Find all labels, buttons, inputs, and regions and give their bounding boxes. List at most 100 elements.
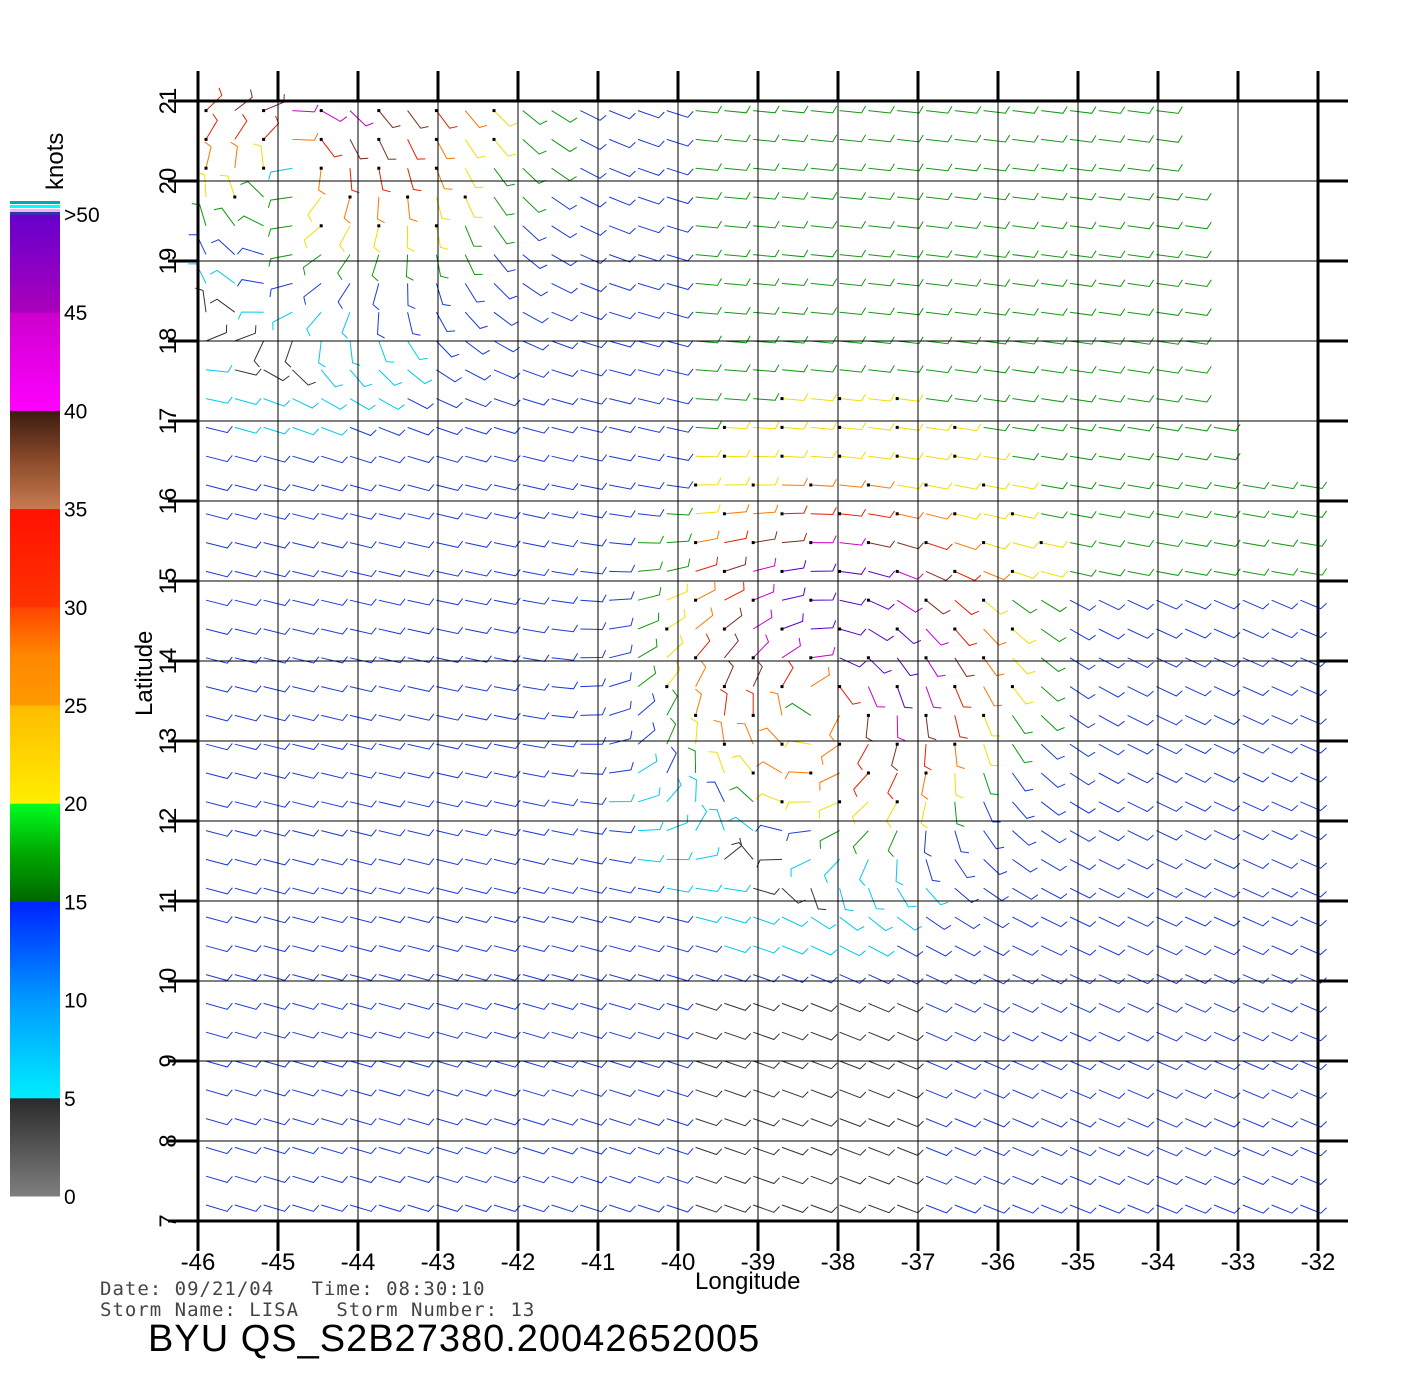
wind-barb: [1127, 830, 1154, 841]
wind-barb: [580, 622, 607, 631]
latitude-tick-label: 17: [155, 408, 182, 435]
wind-barb: [436, 426, 464, 436]
wind-barb: [493, 1031, 521, 1039]
wind-barb: [436, 1060, 464, 1068]
wind-barb: [551, 1118, 579, 1126]
wind-barb: [785, 801, 811, 810]
wind-barb: [1069, 599, 1097, 611]
wind-barb: [580, 594, 607, 603]
longitude-tick-label: -41: [581, 1249, 616, 1276]
wind-barb: [923, 830, 932, 857]
wind-barb: [1041, 394, 1068, 403]
rain-flag-marker: [895, 742, 899, 746]
wind-barb: [753, 1118, 780, 1127]
wind-barb: [724, 306, 751, 315]
wind-barb: [522, 511, 550, 519]
longitude-tick-label: -39: [741, 1249, 776, 1276]
wind-barb: [609, 1204, 636, 1213]
wind-barb: [349, 1175, 377, 1184]
wind-barb: [954, 336, 982, 345]
wind-barb: [349, 742, 377, 750]
wind-barb: [954, 830, 969, 854]
wind-barb: [320, 110, 348, 122]
wind-barb: [839, 567, 867, 575]
wind-barb: [666, 533, 692, 544]
wind-barb: [839, 220, 867, 229]
wind-barb: [724, 945, 752, 954]
wind-barb: [637, 196, 665, 205]
wind-barb: [580, 369, 608, 377]
wind-barb: [349, 340, 361, 366]
wind-barb: [925, 599, 951, 615]
wind-barb: [896, 599, 923, 613]
wind-barb: [983, 1204, 1011, 1214]
wind-barb: [284, 340, 293, 368]
wind-barb: [839, 480, 867, 488]
rain-flag-marker: [809, 541, 813, 545]
wind-barb: [781, 1060, 809, 1070]
wind-barb: [810, 945, 838, 956]
wind-barb: [724, 191, 751, 200]
wind-barb: [1185, 481, 1212, 490]
wind-barb: [695, 804, 708, 831]
wind-barb: [1156, 599, 1183, 610]
wind-barb: [1184, 945, 1212, 956]
rain-flag-marker: [262, 109, 266, 113]
wind-barb: [493, 569, 521, 577]
wind-barb: [781, 105, 809, 114]
wind-barb: [551, 624, 579, 633]
rain-flag-marker: [866, 656, 870, 660]
wind-barb: [1127, 164, 1155, 172]
wind-barb: [859, 859, 869, 886]
wind-barb: [493, 1060, 521, 1068]
wind-barb: [1041, 279, 1068, 287]
wind-barb: [753, 220, 780, 229]
wind-barb: [1300, 481, 1328, 490]
wind-barb: [1184, 887, 1212, 898]
wind-barb: [465, 426, 492, 435]
wind-barb: [1185, 250, 1212, 259]
cb-band-25-30: [10, 606, 60, 706]
rain-flag-marker: [319, 166, 323, 170]
wind-barb: [465, 511, 492, 520]
wind-barb: [781, 220, 809, 229]
wind-barb: [753, 393, 780, 401]
wind-barb: [609, 510, 636, 518]
wind-barb: [983, 106, 1011, 114]
wind-barb: [925, 1118, 953, 1128]
wind-barb: [1098, 337, 1126, 345]
wind-barb: [724, 974, 752, 983]
wind-barb: [1040, 715, 1065, 732]
wind-barb: [1012, 541, 1040, 549]
wind-barb: [465, 944, 492, 952]
wind-barb: [666, 1002, 694, 1011]
wind-barb: [580, 1204, 608, 1213]
wind-barb: [666, 583, 688, 601]
wind-barb: [925, 542, 953, 551]
wind-barb: [609, 915, 636, 923]
wind-barb: [1185, 1175, 1212, 1186]
wind-barb: [983, 1060, 1011, 1071]
wind-barb: [234, 455, 262, 463]
wind-barb: [1185, 1204, 1212, 1214]
wind-barb: [1271, 481, 1299, 490]
wind-barb: [1069, 452, 1097, 461]
wind-barb: [580, 915, 608, 923]
wind-barb: [1069, 1204, 1097, 1214]
wind-barb: [637, 340, 665, 348]
wind-barb: [637, 1204, 665, 1213]
wind-barb: [925, 307, 953, 316]
wind-barb: [839, 1060, 867, 1070]
wind-barb: [1012, 482, 1040, 490]
wind-barb: [1098, 1060, 1126, 1071]
wind-barb: [234, 541, 262, 549]
wind-barb: [551, 915, 579, 923]
wind-barb: [205, 887, 233, 895]
wind-barb: [1156, 1146, 1183, 1157]
wind-barb: [1069, 743, 1096, 757]
wind-barb: [551, 1089, 579, 1097]
wind-barb: [263, 887, 291, 895]
wind-barb: [321, 887, 348, 895]
wind-barb: [709, 808, 725, 831]
wind-barb: [637, 425, 665, 433]
